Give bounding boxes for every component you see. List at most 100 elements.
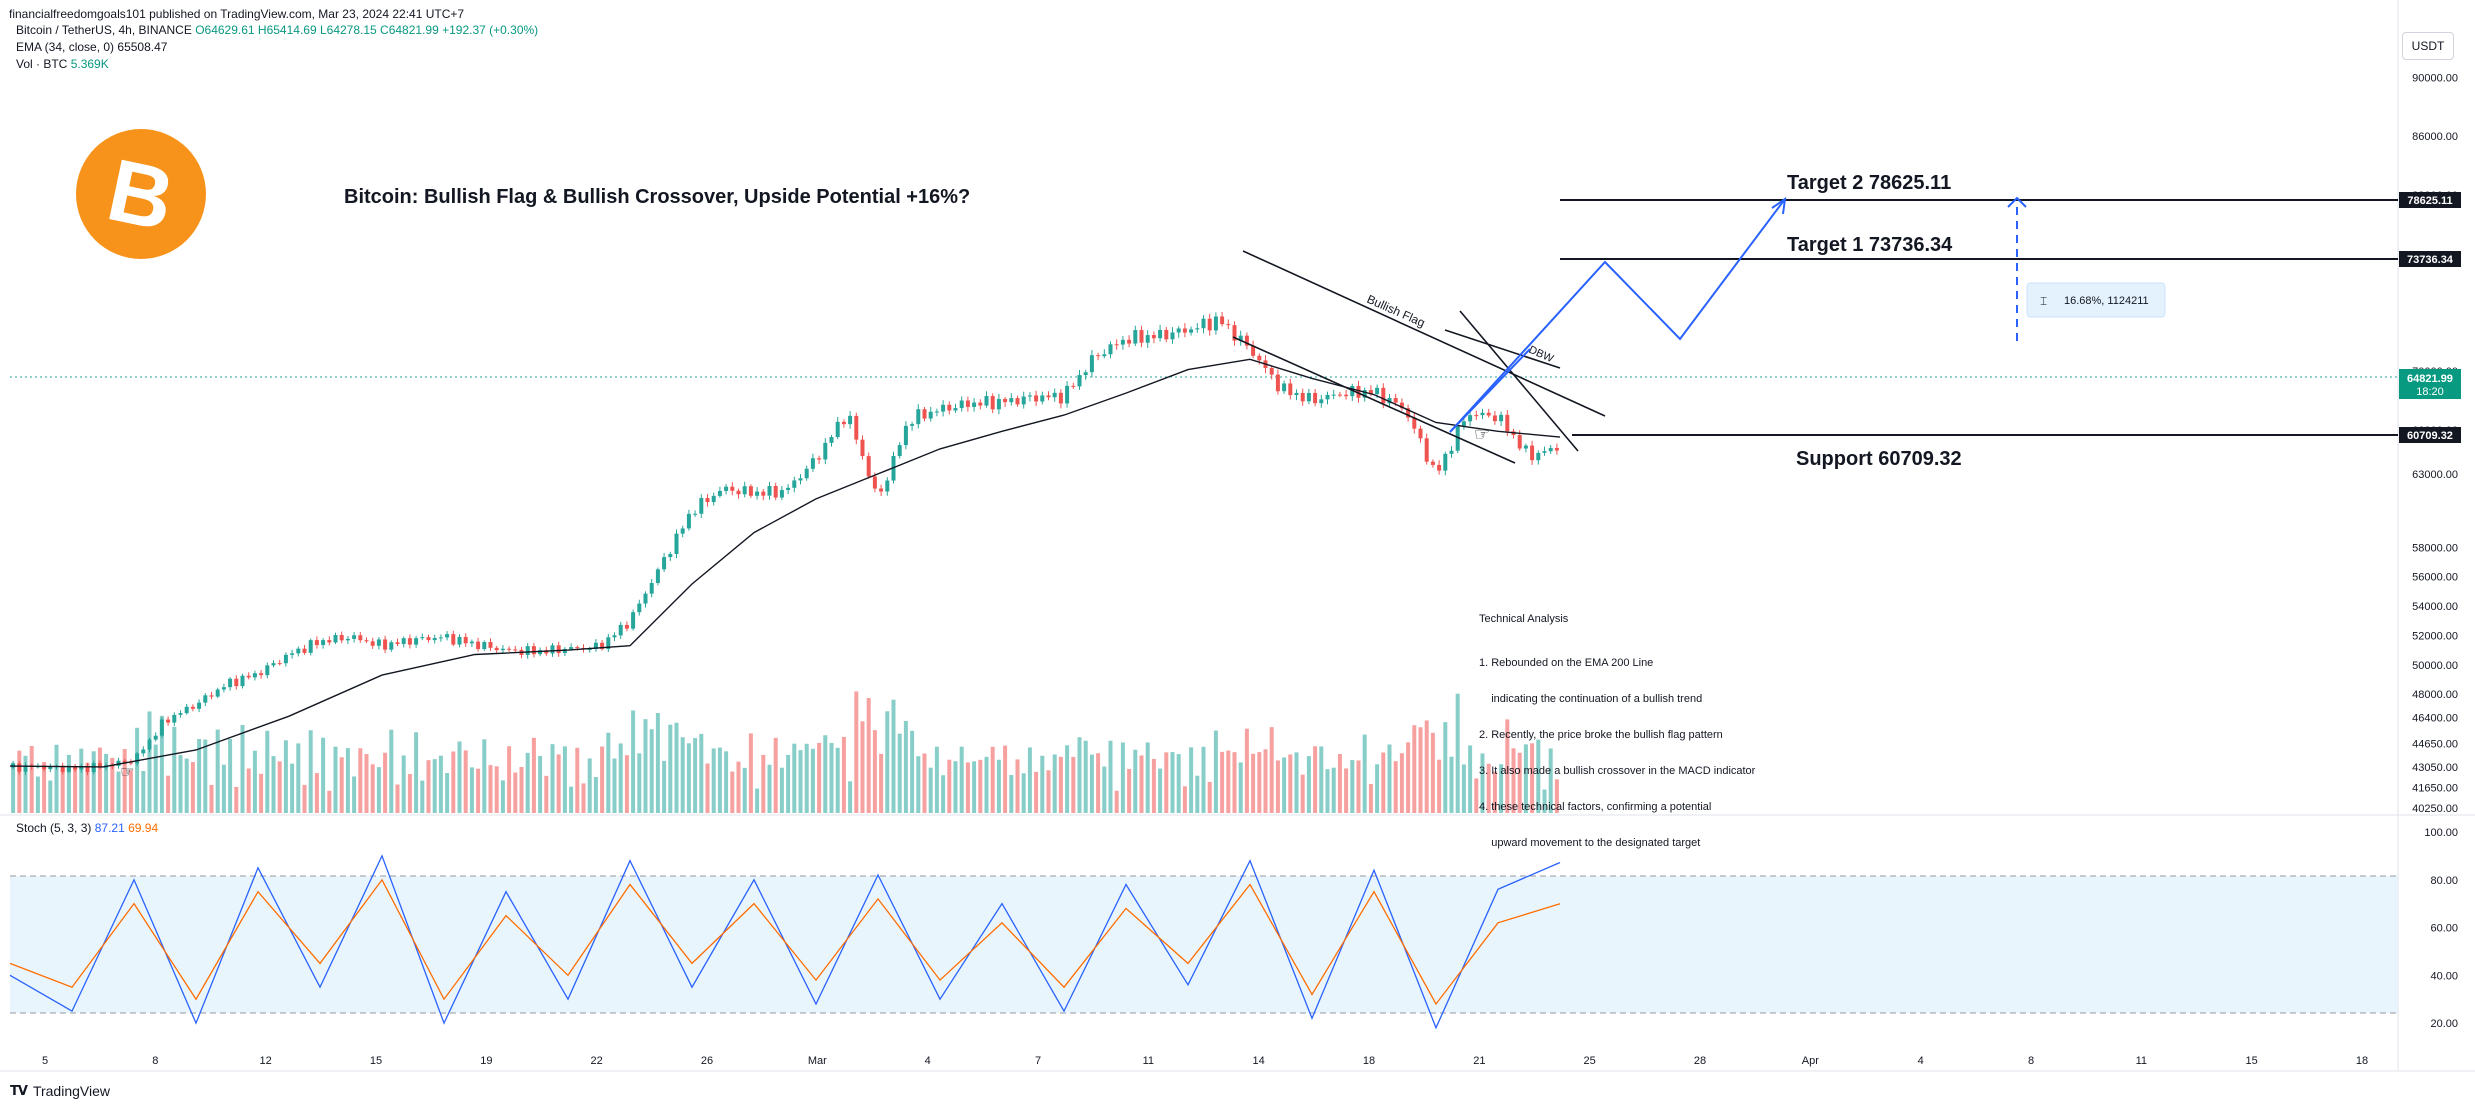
volume-bar bbox=[1182, 786, 1187, 813]
volume-bar bbox=[507, 746, 512, 813]
volume-bar bbox=[1040, 755, 1045, 813]
volume-bar bbox=[1499, 764, 1504, 813]
candle-body bbox=[562, 648, 567, 654]
stoch-tick-label: 20.00 bbox=[2430, 1018, 2458, 1030]
volume-bar bbox=[1164, 752, 1169, 813]
stoch-legend[interactable]: Stoch (5, 3, 3) 87.21 69.94 bbox=[16, 820, 158, 837]
volume-bar bbox=[1133, 749, 1138, 813]
publisher-line: financialfreedomgoals101 published on Tr… bbox=[9, 7, 465, 21]
time-axis[interactable]: 5 8 12 15 19 22 26 Mar 4 7 11 14 18 21 25 28 Apr 4 8 11 15 18 bbox=[42, 1055, 2368, 1067]
price-axis[interactable]: 90000.0086000.0082000.0070000.0066000.00… bbox=[2412, 72, 2458, 815]
stoch-axis[interactable]: 100.00 80.00 60.00 40.00 20.00 bbox=[2424, 827, 2458, 1030]
candle-body bbox=[116, 760, 121, 766]
volume-bar bbox=[1052, 754, 1057, 813]
candle-body bbox=[1003, 398, 1008, 403]
currency-button[interactable]: USDT bbox=[2402, 32, 2454, 60]
volume-bar bbox=[1003, 745, 1008, 813]
dbw-line-1[interactable] bbox=[1459, 310, 1579, 452]
candle-body bbox=[1381, 387, 1386, 404]
candle-body bbox=[277, 663, 282, 665]
measure-box[interactable] bbox=[2026, 282, 2166, 318]
tradingview-logo[interactable]: TV TradingView bbox=[10, 1083, 110, 1099]
volume-bar bbox=[786, 754, 791, 813]
volume-bar bbox=[1443, 722, 1448, 813]
candle-body bbox=[370, 641, 375, 646]
flag-upper-line[interactable] bbox=[1242, 250, 1606, 417]
candle-body bbox=[166, 719, 171, 723]
volume-bar bbox=[631, 710, 636, 813]
price-tick-label: 52000.00 bbox=[2412, 630, 2458, 642]
candle-body bbox=[197, 702, 202, 709]
candle-body bbox=[1437, 464, 1442, 471]
volume-bar bbox=[600, 746, 605, 813]
candle-body bbox=[314, 640, 319, 645]
volume-bar bbox=[1263, 749, 1268, 813]
candle-body bbox=[228, 678, 233, 688]
candle-body bbox=[903, 425, 908, 446]
candle-body bbox=[203, 695, 208, 703]
volume-bar bbox=[680, 737, 685, 813]
time-tick-label: 15 bbox=[370, 1055, 382, 1067]
stoch-d-line bbox=[9, 878, 1561, 1006]
price-chart[interactable]: Bullish Flag DBW ⌶ 16.68%, 1124211 Targe… bbox=[0, 0, 2475, 1075]
volume-bar bbox=[414, 732, 419, 813]
volume-legend[interactable]: Vol · BTC 5.369K bbox=[16, 56, 109, 73]
volume-bar bbox=[1257, 752, 1262, 813]
volume-bar bbox=[265, 730, 270, 813]
candle-body bbox=[624, 624, 629, 629]
volume-bar bbox=[389, 729, 394, 813]
volume-bar bbox=[674, 722, 679, 813]
candle-body bbox=[804, 468, 809, 479]
time-tick-label: 18 bbox=[2356, 1055, 2368, 1067]
volume-bar bbox=[1238, 762, 1243, 813]
volume-bar bbox=[1412, 725, 1417, 813]
volume-bar bbox=[166, 775, 171, 813]
volume-bar bbox=[1505, 719, 1510, 813]
candle-body bbox=[1096, 355, 1101, 357]
candle-body bbox=[1542, 451, 1547, 453]
projection-path[interactable] bbox=[1449, 198, 1786, 433]
volume-bar bbox=[1244, 728, 1249, 813]
candle-body bbox=[829, 437, 834, 443]
volume-bar bbox=[1083, 740, 1088, 813]
volume-bar bbox=[1468, 745, 1473, 813]
candle-body bbox=[860, 439, 865, 457]
breakout-line bbox=[1449, 348, 1531, 433]
stoch-d-value: 69.94 bbox=[128, 821, 159, 835]
dbw-line-2[interactable] bbox=[1444, 329, 1561, 369]
volume-bar bbox=[1461, 764, 1466, 813]
volume-bar bbox=[1306, 756, 1311, 813]
volume-bar bbox=[1480, 753, 1485, 813]
candle-body bbox=[1530, 445, 1535, 461]
candle-body bbox=[655, 569, 660, 583]
volume-bar bbox=[1089, 754, 1094, 813]
candle-body bbox=[1251, 345, 1256, 356]
volume-bar bbox=[1213, 730, 1218, 813]
price-tick-label: 54000.00 bbox=[2412, 601, 2458, 613]
volume-bar bbox=[1151, 758, 1156, 813]
symbol-legend[interactable]: Bitcoin / TetherUS, 4h, BINANCE O64629.6… bbox=[16, 22, 538, 39]
flag-lower-line[interactable] bbox=[1232, 336, 1516, 464]
candle-body bbox=[711, 495, 716, 503]
volume-bar bbox=[916, 756, 921, 813]
candle-body bbox=[810, 458, 815, 469]
candle-body bbox=[358, 635, 363, 641]
candle-body bbox=[798, 478, 803, 481]
technical-analysis-note[interactable]: Technical Analysis 1. Rebounded on the E… bbox=[1479, 589, 1755, 861]
volume-bar bbox=[773, 737, 778, 813]
volume-bar bbox=[259, 773, 264, 813]
volume-bar bbox=[1288, 754, 1293, 813]
candle-body bbox=[389, 642, 394, 650]
volume-bar bbox=[581, 783, 586, 813]
svg-text:78625.11: 78625.11 bbox=[2407, 195, 2452, 207]
ta-line: 3. It also made a bullish crossover in t… bbox=[1479, 765, 1756, 777]
candle-body bbox=[209, 695, 214, 697]
candle-body bbox=[401, 638, 406, 644]
volume-bar bbox=[1406, 742, 1411, 813]
ema-legend[interactable]: EMA (34, close, 0) 65508.47 bbox=[16, 39, 167, 56]
candle-body bbox=[469, 641, 474, 644]
candle-body bbox=[1170, 332, 1175, 340]
volume-bar bbox=[761, 754, 766, 813]
candle-body bbox=[1387, 397, 1392, 404]
candle-body bbox=[321, 640, 326, 645]
